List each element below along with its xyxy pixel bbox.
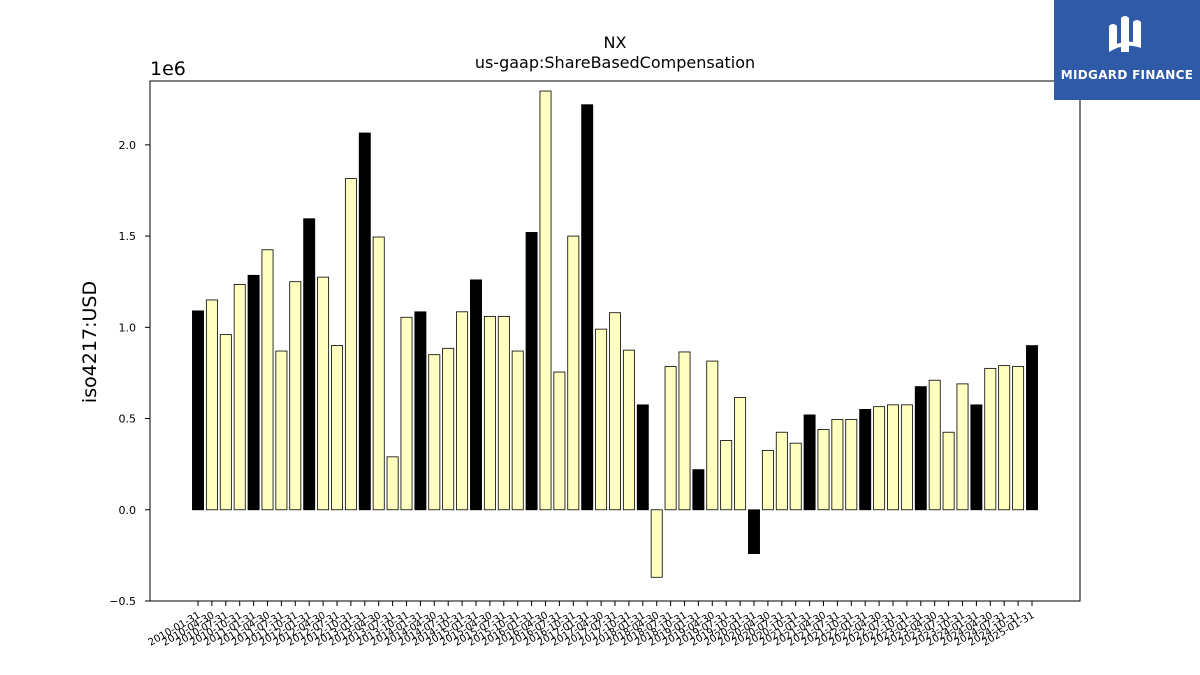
bar xyxy=(567,235,580,511)
bar xyxy=(386,456,399,511)
bar xyxy=(859,409,872,511)
bar xyxy=(609,312,621,511)
bar xyxy=(442,347,455,511)
bar xyxy=(192,310,204,511)
bar xyxy=(720,440,733,511)
bar xyxy=(817,429,830,511)
bar xyxy=(775,431,788,511)
bar xyxy=(748,509,760,554)
y-tick-label: 1.5 xyxy=(119,230,137,243)
y-axis-offset-label: 1e6 xyxy=(150,58,186,80)
midgard-logo-icon xyxy=(1109,16,1141,52)
bar xyxy=(650,509,663,578)
bar xyxy=(831,419,844,511)
bar xyxy=(1026,345,1038,511)
bar xyxy=(539,90,552,511)
plot-frame xyxy=(149,80,1081,602)
bar xyxy=(692,469,705,511)
y-tick-label: 1.0 xyxy=(119,321,137,334)
bar xyxy=(956,383,969,511)
bar xyxy=(789,442,802,511)
y-axis: −0.5 0.0 0.5 1.0 1.5 2.0 xyxy=(109,139,150,608)
bar xyxy=(428,354,441,511)
bar xyxy=(928,379,941,511)
bar xyxy=(261,249,274,511)
bar xyxy=(664,366,677,511)
bar xyxy=(984,367,997,511)
bar xyxy=(734,397,747,511)
bar xyxy=(942,431,955,511)
bar xyxy=(636,404,649,511)
bar xyxy=(553,371,566,511)
bar xyxy=(525,232,538,511)
bar xyxy=(303,218,316,511)
bar xyxy=(761,450,774,511)
bar xyxy=(358,132,371,511)
bar xyxy=(233,284,246,511)
chart-title: NX xyxy=(604,33,627,52)
bar xyxy=(970,404,983,511)
bar xyxy=(456,311,469,511)
bar xyxy=(470,279,482,511)
bar xyxy=(887,404,899,511)
bar xyxy=(581,104,594,511)
chart-subtitle: us-gaap:ShareBasedCompensation xyxy=(475,53,755,72)
bar xyxy=(678,351,691,511)
brand-name: MIDGARD FINANCE xyxy=(1060,68,1194,82)
bar xyxy=(205,299,218,511)
bar xyxy=(372,236,385,511)
bar xyxy=(873,406,886,511)
bar xyxy=(331,345,343,511)
bar xyxy=(900,404,913,511)
y-tick-label: −0.5 xyxy=(109,595,136,608)
bar xyxy=(622,349,635,511)
bar xyxy=(914,386,927,511)
bar xyxy=(483,315,496,511)
brand-logo: MIDGARD FINANCE xyxy=(1054,0,1200,100)
x-axis: 2010-01-312010-04-302010-07-312010-10-31… xyxy=(147,601,1037,649)
bar xyxy=(344,178,357,511)
bar xyxy=(275,350,288,511)
bar xyxy=(289,281,302,511)
bars xyxy=(192,90,1038,578)
bar xyxy=(219,334,232,511)
bar xyxy=(706,360,719,511)
bar xyxy=(845,419,858,511)
y-axis-label: iso4217:USD xyxy=(79,281,101,403)
bar xyxy=(511,350,524,511)
bar xyxy=(803,414,816,511)
bar xyxy=(595,328,608,511)
y-tick-label: 0.5 xyxy=(119,413,137,426)
bar xyxy=(247,274,260,511)
y-tick-label: 0.0 xyxy=(119,504,137,517)
bar xyxy=(497,315,510,511)
bar xyxy=(1012,366,1025,511)
y-tick-label: 2.0 xyxy=(119,139,137,152)
bar xyxy=(414,311,427,511)
bar xyxy=(400,316,413,511)
bar xyxy=(998,365,1011,511)
bar xyxy=(317,276,330,511)
